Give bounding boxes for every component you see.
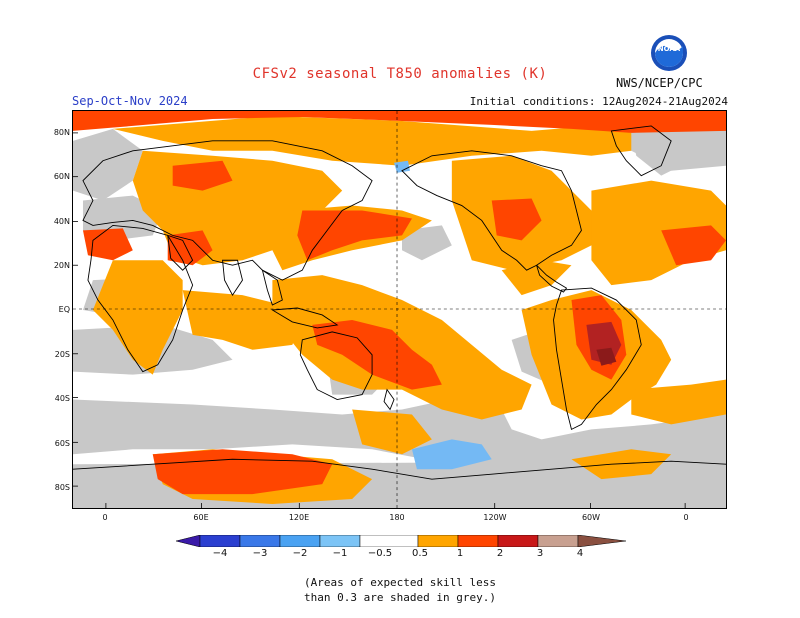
red-western-us — [491, 198, 542, 241]
lon-label-180: 180 — [389, 513, 405, 522]
colorbar-swatch-8 — [537, 535, 579, 547]
coast-greenland — [610, 125, 672, 177]
red-south-pacific-convergence — [312, 319, 442, 390]
grey-north-america-west — [401, 225, 452, 261]
colorbar-swatch-7 — [497, 535, 539, 547]
orange-antarctic-margin-east — [571, 449, 672, 480]
colorbar-label-2: 2 — [496, 548, 504, 559]
lon-label-60e: 60E — [193, 513, 209, 522]
colorbar-label-neg0.5: −0.5 — [367, 548, 393, 559]
org-label: NWS/NCEP/CPC — [616, 76, 703, 90]
reference-lines — [73, 111, 726, 508]
red-arctic-north — [73, 111, 726, 133]
colorbar-label-neg4: −4 — [212, 548, 228, 559]
coast-africa — [87, 224, 194, 373]
colorbar-swatch-4 — [319, 535, 361, 547]
colorbar-label-neg1: −1 — [332, 548, 348, 559]
colorbar-label-neg3: −3 — [252, 548, 268, 559]
coast-north-america — [401, 150, 582, 271]
colorbar-label-neg2: −2 — [292, 548, 308, 559]
coast-antarctica — [73, 458, 726, 480]
tick-marks — [73, 132, 686, 508]
colorbar-swatch-2 — [239, 535, 281, 547]
noaa-logo-icon: NOAA — [651, 35, 687, 71]
lat-label-20s: 20S — [54, 350, 70, 359]
lat-label-40n: 40N — [53, 217, 70, 226]
colorbar-label-1: 1 — [456, 548, 464, 559]
lon-label-0-right: 0 — [683, 513, 689, 522]
red-north-atlantic-east — [661, 225, 726, 266]
colorbar-swatch-neutral — [359, 535, 419, 547]
grey-north-atlantic-europe — [73, 128, 143, 201]
orange-southern-ocean-south-pacific — [352, 409, 432, 455]
colorbar-arrow-right — [577, 535, 626, 547]
coast-south-america — [553, 287, 642, 431]
anomaly-map — [72, 110, 727, 509]
red-north-pacific-band — [297, 210, 412, 261]
red-north-africa — [82, 228, 133, 261]
map-title: CFSv2 seasonal T850 anomalies (K) — [252, 66, 548, 82]
initial-conditions-label: Initial conditions: 12Aug2024-21Aug2024 — [469, 95, 728, 108]
colorbar-label-0.5: 0.5 — [412, 548, 428, 559]
skill-note-line1: (Areas of expected skill less — [303, 576, 497, 589]
lon-label-120e: 120E — [288, 513, 310, 522]
red-siberia — [172, 160, 233, 191]
colorbar-swatch-3 — [279, 535, 321, 547]
colorbar-swatch-5 — [417, 535, 459, 547]
lat-label-eq: EQ — [58, 305, 70, 314]
coast-southeast-asia — [261, 269, 283, 306]
orange-arctic-belt — [112, 115, 632, 166]
maroon-brazil-core — [596, 347, 617, 366]
skill-note-line2: than 0.3 are shaded in grey.) — [303, 591, 497, 604]
orange-south-atlantic — [631, 379, 726, 425]
svg-text:NOAA: NOAA — [658, 45, 681, 53]
lon-label-120w: 120W — [483, 513, 507, 522]
coast-arabia — [167, 234, 194, 271]
coast-indonesia — [270, 307, 339, 329]
colorbar-label-3: 3 — [536, 548, 544, 559]
coastlines — [73, 125, 726, 480]
anomaly-negative-regions — [394, 160, 492, 470]
colorbar-swatch-6 — [457, 535, 499, 547]
colorbar-swatch-1 — [199, 535, 241, 547]
orange-east-pacific — [501, 260, 572, 296]
lon-label-60w: 60W — [581, 513, 601, 522]
season-label: Sep-Oct-Nov 2024 — [72, 94, 188, 108]
colorbar — [176, 535, 626, 547]
lat-label-60n: 60N — [53, 172, 70, 181]
blue-bering — [394, 160, 410, 173]
lon-label-0: 0 — [102, 513, 108, 522]
coast-new-zealand — [383, 388, 395, 411]
lat-label-80n: 80N — [53, 128, 70, 137]
blue-south-pacific — [411, 439, 492, 470]
colorbar-label-4: 4 — [576, 548, 584, 559]
coast-australia — [299, 331, 373, 401]
lat-label-60s: 60S — [54, 439, 70, 448]
coast-india — [222, 259, 243, 296]
grey-greenland — [631, 128, 692, 176]
lat-label-20n: 20N — [53, 261, 70, 270]
lat-label-80s: 80S — [54, 483, 70, 492]
orange-africa — [92, 260, 183, 375]
anomaly-3-4-regions — [596, 347, 617, 366]
lat-label-40s: 40S — [54, 394, 70, 403]
coast-eurasia — [82, 140, 373, 281]
colorbar-arrow-left — [176, 535, 201, 547]
